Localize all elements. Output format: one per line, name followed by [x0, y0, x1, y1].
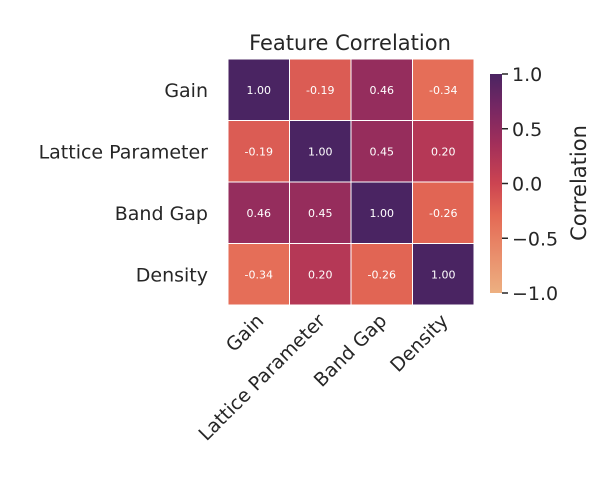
- cell-annotation: 0.45: [370, 145, 395, 158]
- heatmap-cell: [227, 58, 290, 121]
- column-label: Gain: [222, 310, 268, 356]
- cell-annotation: -0.19: [306, 84, 334, 97]
- cell-annotation: 1.00: [308, 145, 333, 158]
- row-label: Band Gap: [115, 203, 208, 225]
- colorbar-tick-label: −0.5: [512, 228, 558, 250]
- colorbar-tick-label: −1.0: [512, 283, 558, 305]
- cell-annotation: -0.19: [245, 145, 273, 158]
- colorbar-tick-label: 0.5: [512, 119, 542, 141]
- chart-title: Feature Correlation: [249, 31, 451, 55]
- cell-annotation: 1.00: [370, 207, 395, 220]
- heatmap-cell: [412, 58, 475, 121]
- heatmap-cell: [289, 243, 352, 306]
- heatmap-cell: [412, 120, 475, 183]
- heatmap-cell: [412, 243, 475, 306]
- heatmap-cell: [227, 243, 290, 306]
- column-label: Density: [386, 310, 453, 377]
- cell-annotation: 0.46: [370, 84, 395, 97]
- cell-annotation: -0.34: [429, 84, 457, 97]
- row-labels: Gain Lattice Parameter Band Gap Density: [39, 80, 209, 287]
- row-label: Gain: [164, 80, 208, 102]
- row-label: Density: [136, 264, 208, 286]
- cell-annotation: 0.20: [431, 145, 456, 158]
- heatmap-cell: [289, 58, 352, 121]
- cell-annotation: -0.26: [368, 268, 396, 281]
- row-label: Lattice Parameter: [39, 141, 209, 163]
- cell-annotation: 1.00: [247, 84, 272, 97]
- cell-annotation: 1.00: [431, 268, 456, 281]
- heatmap-cells: 1.00 -0.19 0.46 -0.34 -0.19 1.00 0.45 0.20 0.46 0…: [227, 58, 475, 306]
- colorbar-tick-label: 1.0: [512, 64, 542, 86]
- cell-annotation: -0.26: [429, 207, 457, 220]
- cell-annotation: 0.45: [308, 207, 333, 220]
- cell-annotation: 0.46: [247, 207, 272, 220]
- heatmap-cell: [289, 120, 352, 183]
- cell-annotation: -0.34: [245, 268, 273, 281]
- heatmap-cell: [289, 181, 352, 244]
- heatmap-cell: [412, 181, 475, 244]
- colorbar-ticks: 1.0 0.5 0.0 −0.5 −1.0: [502, 64, 558, 305]
- colorbar: [490, 74, 502, 293]
- heatmap-cell: [350, 58, 413, 121]
- cell-annotation: 0.20: [308, 268, 333, 281]
- colorbar-label: Correlation: [567, 125, 591, 241]
- colorbar-tick-label: 0.0: [512, 174, 542, 196]
